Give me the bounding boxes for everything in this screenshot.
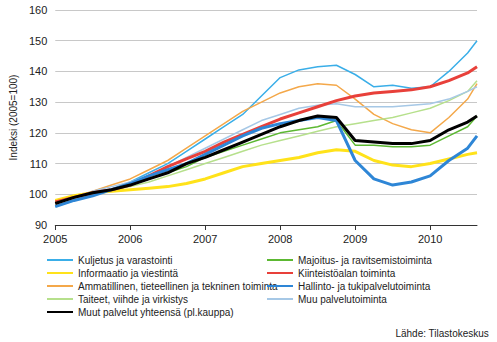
svg-text:120: 120	[29, 127, 47, 139]
svg-text:Informaatio ja viestintä: Informaatio ja viestintä	[78, 268, 178, 279]
svg-text:2005: 2005	[43, 233, 67, 245]
svg-text:2008: 2008	[268, 233, 292, 245]
svg-text:2007: 2007	[193, 233, 217, 245]
svg-text:Muut palvelut yhteensä (pl.kau: Muut palvelut yhteensä (pl.kauppa)	[78, 307, 234, 318]
svg-text:Indeksi (2005=100): Indeksi (2005=100)	[8, 75, 19, 161]
svg-text:160: 160	[29, 4, 47, 16]
svg-text:Hallinto- ja tukipalvelutoimin: Hallinto- ja tukipalvelutoiminta	[298, 281, 431, 292]
svg-text:Majoitus- ja ravitsemistoimint: Majoitus- ja ravitsemistoiminta	[298, 255, 432, 266]
svg-text:Lähde: Tilastokeskus: Lähde: Tilastokeskus	[395, 328, 488, 339]
svg-text:Taiteet, viihde ja virkistys: Taiteet, viihde ja virkistys	[78, 294, 188, 305]
svg-text:140: 140	[29, 65, 47, 77]
svg-text:2006: 2006	[118, 233, 142, 245]
svg-text:150: 150	[29, 35, 47, 47]
svg-text:100: 100	[29, 188, 47, 200]
svg-text:110: 110	[30, 158, 48, 170]
svg-text:Ammatillinen, tieteellinen ja: Ammatillinen, tieteellinen ja tekninen t…	[78, 281, 278, 292]
svg-text:Kiinteistöalan toiminta: Kiinteistöalan toiminta	[298, 268, 396, 279]
svg-text:90: 90	[35, 219, 47, 231]
svg-text:Muu palvelutoiminta: Muu palvelutoiminta	[298, 294, 387, 305]
svg-text:2009: 2009	[343, 233, 367, 245]
svg-text:130: 130	[29, 96, 47, 108]
svg-text:Kuljetus ja varastointi: Kuljetus ja varastointi	[78, 255, 173, 266]
svg-text:2010: 2010	[418, 233, 442, 245]
